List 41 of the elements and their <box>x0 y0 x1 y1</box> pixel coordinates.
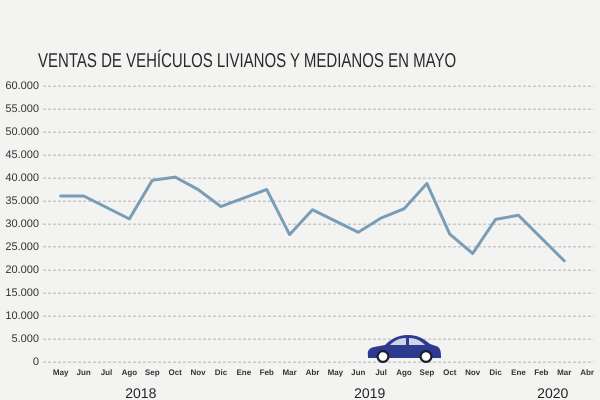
x-tick-label: Mar <box>557 368 572 378</box>
x-tick-label: Jul <box>100 368 112 378</box>
y-tick-label: 20.000 <box>5 264 39 276</box>
x-tick-label: May <box>52 368 70 378</box>
y-tick-label: 5.000 <box>11 333 39 346</box>
text: 2020 <box>537 384 569 400</box>
text: 2018 <box>125 384 157 400</box>
y-tick-label: 25.000 <box>5 241 39 254</box>
x-tick-label: Abr <box>580 368 594 378</box>
x-tick-label: Nov <box>190 368 206 378</box>
x-tick-label: Mar <box>282 368 297 378</box>
text: 2019 <box>354 384 386 400</box>
y-tick-label: 15.000 <box>5 287 39 300</box>
x-tick-label: Ago <box>122 368 138 378</box>
x-tick-label: Feb <box>260 368 274 378</box>
y-tick-label: 40.000 <box>5 172 39 184</box>
x-tick-label: Oct <box>443 368 457 378</box>
x-tick-label: Jun <box>76 368 91 378</box>
x-tick-label: Feb <box>534 368 549 378</box>
y-tick-label: 55.000 <box>5 103 39 116</box>
y-tick-label: 30.000 <box>5 218 39 230</box>
x-tick-label: May <box>328 368 344 378</box>
chart-title: VENTAS DE VEHÍCULOS LIVIANOS Y MEDIANOS EN MAYO <box>38 50 456 72</box>
x-tick-label: Ene <box>511 368 526 378</box>
x-tick-label: Dic <box>489 368 502 378</box>
x-tick-label: Oct <box>168 368 182 378</box>
x-tick-label: Dic <box>214 368 228 378</box>
x-tick-label: Jul <box>375 368 387 378</box>
x-tick-label: Jun <box>351 368 366 378</box>
x-tick-label: Sep <box>420 368 434 378</box>
y-tick-label: 45.000 <box>5 149 39 162</box>
y-tick-label: 0 <box>32 356 39 368</box>
x-tick-label: Nov <box>465 368 481 378</box>
y-tick-label: 10.000 <box>5 310 39 322</box>
x-tick-label: Abr <box>306 368 320 378</box>
x-tick-label: Ago <box>396 368 412 378</box>
x-tick-label: Ene <box>236 368 252 378</box>
x-tick-label: Sep <box>144 368 160 378</box>
y-tick-label: 50.000 <box>5 126 39 138</box>
y-tick-label: 35.000 <box>5 195 39 208</box>
y-tick-label: 60.000 <box>5 80 39 92</box>
